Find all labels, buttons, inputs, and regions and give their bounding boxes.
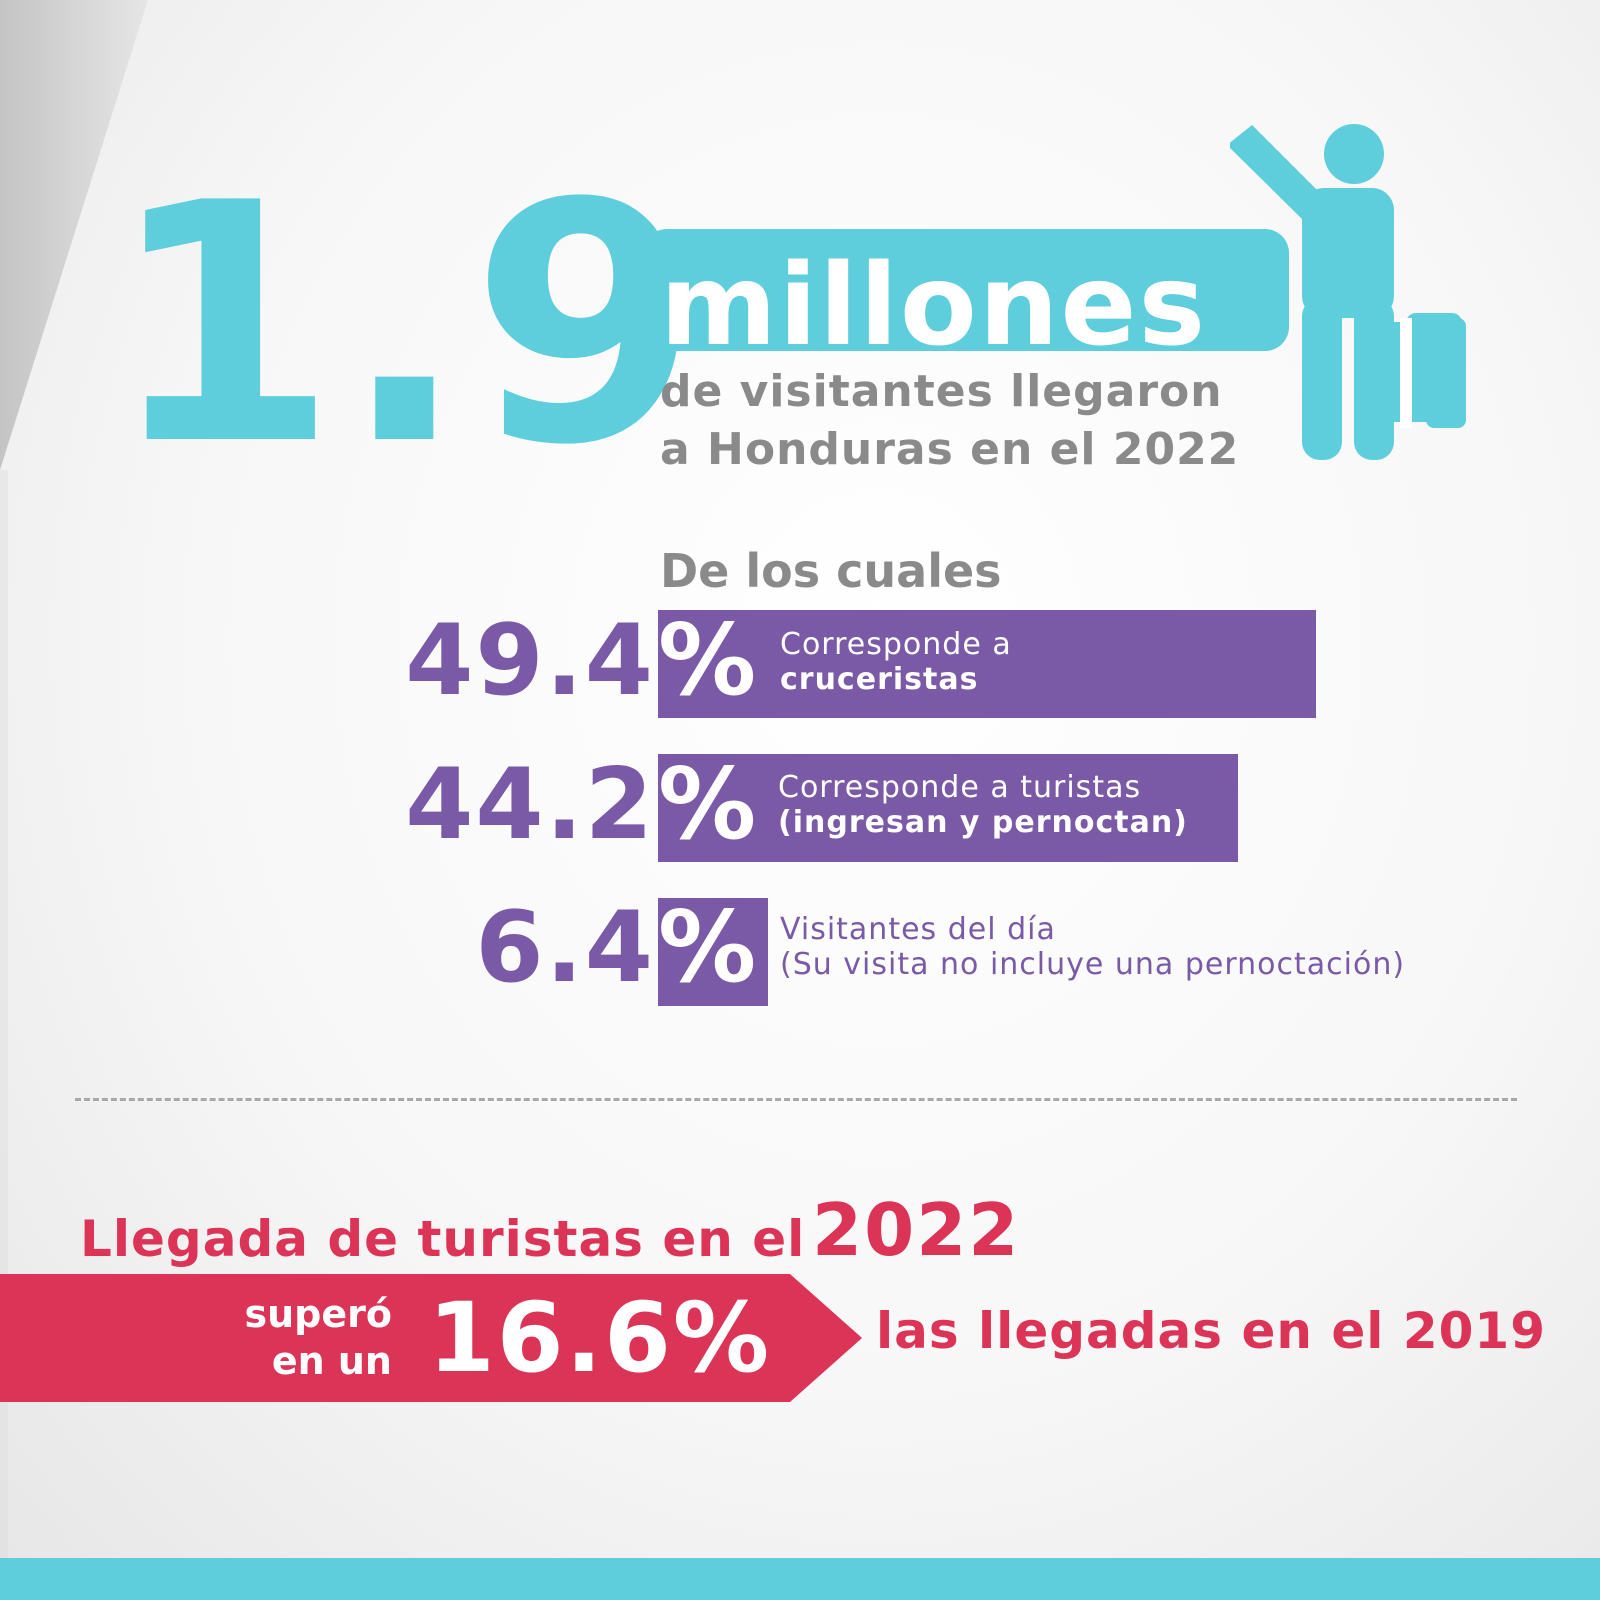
cruceristas-label-line1: Corresponde a — [780, 627, 1012, 662]
turistas-label-line2: (ingresan y pernoctan) — [778, 805, 1188, 840]
visitantes-dia-label-line1: Visitantes del día — [780, 912, 1056, 947]
banner-text-line1: superó — [244, 1292, 393, 1336]
turistas-label-line1: Corresponde a turistas — [778, 770, 1142, 805]
cruceristas-percent-sign: % — [658, 604, 757, 718]
growth-percentage: 16.6% — [428, 1282, 772, 1394]
banner-text-line2: en un — [271, 1339, 392, 1383]
comparison-year: 2022 — [812, 1188, 1021, 1272]
hero-unit: millones — [660, 241, 1208, 371]
comparison-title: Llegada de turistas en el — [80, 1210, 806, 1268]
cruceristas-label-line2: cruceristas — [780, 662, 979, 697]
visitantes-dia-label-line2: (Su visita no incluye una pernoctación) — [780, 947, 1406, 982]
turistas-percent-sign: % — [658, 748, 757, 862]
traveler-with-suitcase-icon — [1230, 124, 1466, 460]
visitantes-dia-percent-value: 6.4 — [475, 891, 655, 1005]
hero-subtitle-line1: de visitantes llegaron — [660, 366, 1223, 417]
hero-number: 1.9 — [108, 133, 705, 517]
visitantes-dia-percent-sign: % — [658, 891, 757, 1005]
bottom-accent-strip — [0, 1558, 1600, 1600]
cruceristas-bar — [658, 610, 1316, 718]
visitantes-dia-bar — [658, 898, 768, 1006]
red-arrow-banner — [0, 1274, 862, 1402]
dashed-divider — [75, 1098, 1517, 1101]
cruceristas-percent-value: 49.4 — [405, 604, 655, 718]
turistas-bar — [658, 754, 1238, 862]
millones-pill — [643, 229, 1289, 351]
turistas-percent-value: 44.2 — [405, 748, 655, 862]
comparison-tail: las llegadas en el 2019 — [876, 1302, 1546, 1360]
breakdown-heading: De los cuales — [660, 544, 1002, 598]
hero-subtitle-line2: a Honduras en el 2022 — [660, 424, 1240, 475]
